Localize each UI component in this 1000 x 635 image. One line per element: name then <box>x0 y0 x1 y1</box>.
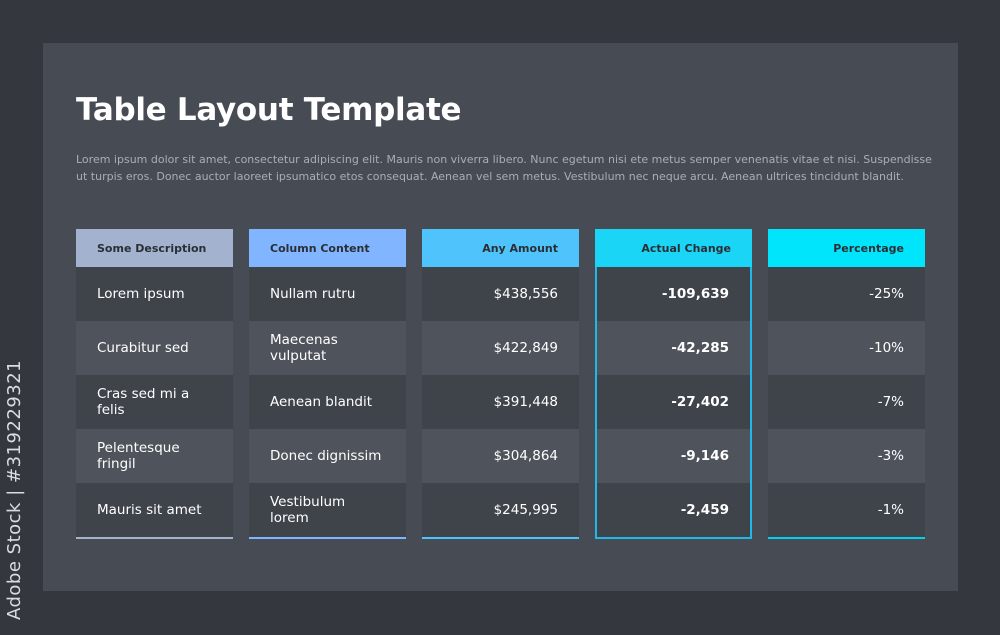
table-cell: -42,285 <box>597 321 750 375</box>
table-cell: Aenean blandit <box>249 375 406 429</box>
table-cell: Nullam rutru <box>249 267 406 321</box>
column-header: Column Content <box>249 229 406 267</box>
column-column-content: Column Content Nullam rutru Maecenas vul… <box>249 229 406 539</box>
column-some-description: Some Description Lorem ipsum Curabitur s… <box>76 229 233 539</box>
table-cell: -109,639 <box>597 267 750 321</box>
table-cell: -10% <box>768 321 925 375</box>
table-cell: -9,146 <box>597 429 750 483</box>
table-cell: $438,556 <box>422 267 579 321</box>
table-cell: $245,995 <box>422 483 579 537</box>
column-bottom-line <box>249 537 406 539</box>
table-cell: Lorem ipsum <box>76 267 233 321</box>
table-cell: Maecenas vulputat <box>249 321 406 375</box>
table-cell: -3% <box>768 429 925 483</box>
table-cell: Curabitur sed <box>76 321 233 375</box>
column-bottom-line <box>768 537 925 539</box>
table-cell: Donec dignissim <box>249 429 406 483</box>
column-header: Percentage <box>768 229 925 267</box>
column-percentage: Percentage -25% -10% -7% -3% -1% <box>768 229 925 539</box>
table-cell: -27,402 <box>597 375 750 429</box>
table-cell: Vestibulum lorem <box>249 483 406 537</box>
table-cell: Mauris sit amet <box>76 483 233 537</box>
page-title: Table Layout Template <box>76 92 462 128</box>
column-header: Any Amount <box>422 229 579 267</box>
table-cell: Pelentesque fringil <box>76 429 233 483</box>
column-header: Some Description <box>76 229 233 267</box>
column-bottom-line <box>76 537 233 539</box>
table-cell: -1% <box>768 483 925 537</box>
table-cell: -7% <box>768 375 925 429</box>
column-any-amount: Any Amount $438,556 $422,849 $391,448 $3… <box>422 229 579 539</box>
page-description: Lorem ipsum dolor sit amet, consectetur … <box>76 153 932 183</box>
table-cell: $422,849 <box>422 321 579 375</box>
table-cell: -2,459 <box>597 483 750 537</box>
table-cell: $304,864 <box>422 429 579 483</box>
column-actual-change: Actual Change -109,639 -42,285 -27,402 -… <box>595 229 752 539</box>
column-header: Actual Change <box>595 229 752 267</box>
table-cell: $391,448 <box>422 375 579 429</box>
table-cell: -25% <box>768 267 925 321</box>
column-bottom-line <box>422 537 579 539</box>
stock-watermark: Adobe Stock | #319229321 <box>4 359 25 620</box>
table-cell: Cras sed mi a felis <box>76 375 233 429</box>
